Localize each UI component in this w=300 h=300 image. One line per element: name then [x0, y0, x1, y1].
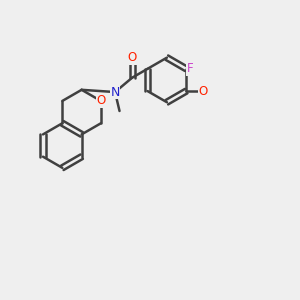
- Text: N: N: [110, 85, 120, 98]
- Text: O: O: [96, 94, 106, 107]
- Text: F: F: [186, 62, 193, 75]
- Text: O: O: [199, 85, 208, 98]
- Text: O: O: [128, 51, 137, 64]
